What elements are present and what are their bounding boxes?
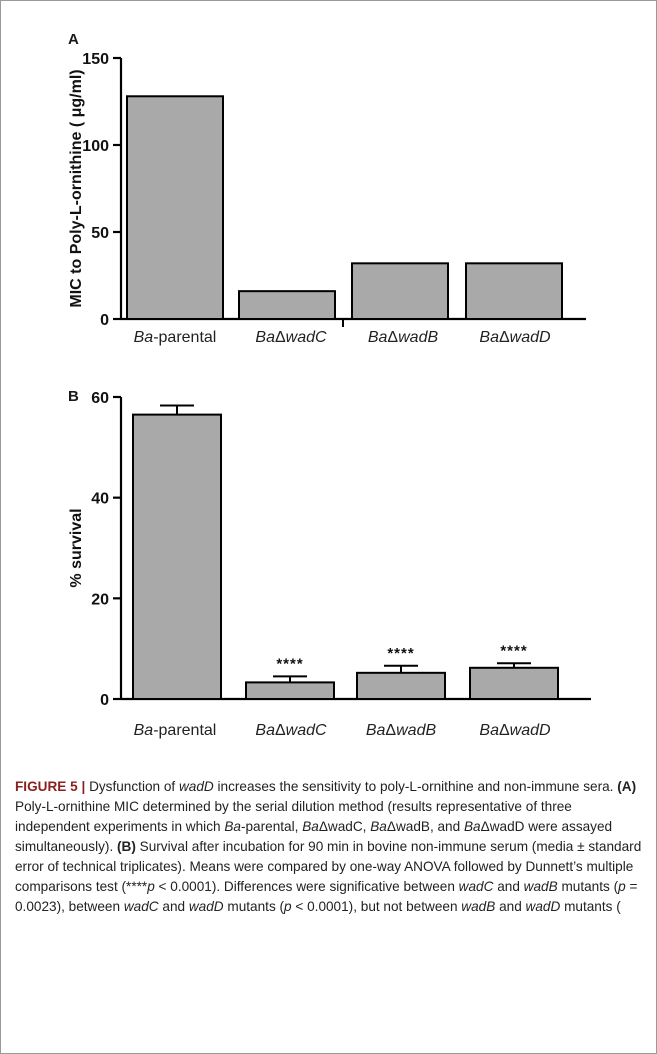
x-tick-label: Ba-parental: [134, 329, 217, 346]
x-tick-label: BaΔwadD: [479, 329, 551, 346]
bar: [465, 262, 563, 321]
y-tick-label: 40: [91, 491, 109, 508]
bar: [126, 95, 224, 320]
x-tick-label: BaΔwadB: [368, 329, 439, 346]
bar: [238, 290, 336, 321]
bar: [351, 262, 449, 321]
figure-caption: FIGURE 5 | Dysfunction of wadD increases…: [15, 777, 643, 917]
x-tick-label: BaΔwadC: [255, 722, 327, 739]
y-tick-label: 60: [91, 390, 109, 407]
significance-label: ****: [276, 655, 303, 672]
panel-a-letter: A: [68, 31, 79, 48]
caption-label: FIGURE 5 |: [15, 779, 86, 794]
x-tick-label: BaΔwadB: [366, 722, 437, 739]
x-tick-label: BaΔwadD: [479, 722, 551, 739]
y-axis-label: MIC to Poly-L-ornithine ( μg/ml): [68, 69, 85, 307]
y-tick-label: 50: [91, 225, 109, 242]
significance-label: ****: [500, 642, 527, 659]
y-tick-label: 0: [100, 312, 109, 329]
bar: [132, 413, 222, 700]
x-tick-label: BaΔwadC: [255, 329, 327, 346]
x-tick-label: Ba-parental: [134, 722, 217, 739]
y-tick-label: 0: [100, 692, 109, 709]
bar: [245, 681, 335, 701]
y-tick-label: 100: [82, 138, 109, 155]
caption-text: Dysfunction of wadD increases the sensit…: [15, 779, 642, 914]
bar: [469, 666, 559, 701]
y-tick-label: 20: [91, 591, 109, 608]
panel-b-letter: B: [68, 388, 79, 405]
y-tick-label: 150: [82, 51, 109, 68]
chart-b: 0 20 40 60 % survival Ba-parental **** BaΔwadC *…: [68, 390, 591, 739]
significance-label: ****: [387, 645, 414, 662]
y-axis-label: % survival: [68, 508, 85, 587]
bar: [356, 671, 446, 700]
